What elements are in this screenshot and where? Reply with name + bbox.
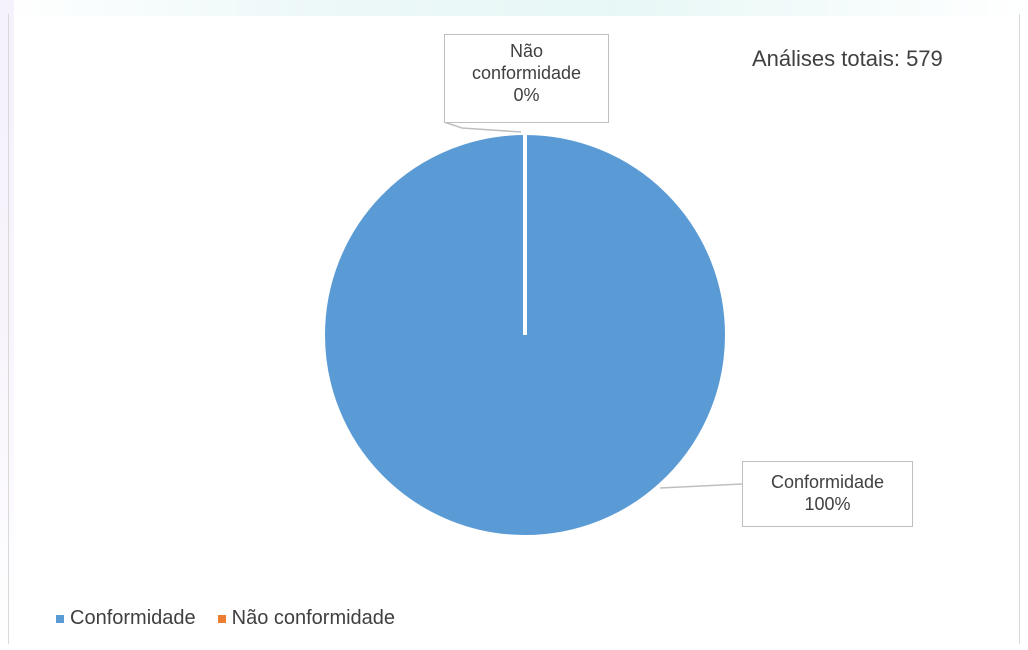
data-label-nao-conformidade-line2: conformidade — [471, 63, 582, 83]
background-strip-left — [0, 0, 14, 650]
legend-swatch-nao-conformidade — [217, 614, 226, 623]
pie-slices — [323, 133, 727, 537]
data-label-nao-conformidade: Não conformidade 0% — [444, 34, 609, 123]
data-label-conformidade-percent: 100% — [804, 494, 851, 514]
leader-lines — [443, 121, 743, 489]
legend-label-nao-conformidade: Não conformidade — [231, 607, 396, 629]
legend-item-conformidade: Conformidade — [56, 607, 196, 630]
data-label-conformidade-line1: Conformidade — [770, 472, 885, 492]
legend-label-conformidade: Conformidade — [70, 607, 196, 629]
data-label-nao-conformidade-percent: 0% — [513, 85, 540, 105]
leader-line-conformidade — [659, 483, 743, 489]
total-analyses-annotation: Análises totais: 579 — [752, 46, 943, 71]
chart-frame — [8, 14, 1020, 644]
data-label-conformidade: Conformidade 100% — [742, 461, 913, 527]
leader-line-nao-conformidade — [443, 121, 522, 133]
data-label-nao-conformidade-line1: Não — [509, 41, 544, 61]
background-strip-top — [0, 0, 1028, 16]
legend-item-nao-conformidade: Não conformidade — [217, 607, 396, 630]
legend: Conformidade Não conformidade — [56, 607, 417, 630]
legend-swatch-conformidade — [56, 614, 64, 623]
